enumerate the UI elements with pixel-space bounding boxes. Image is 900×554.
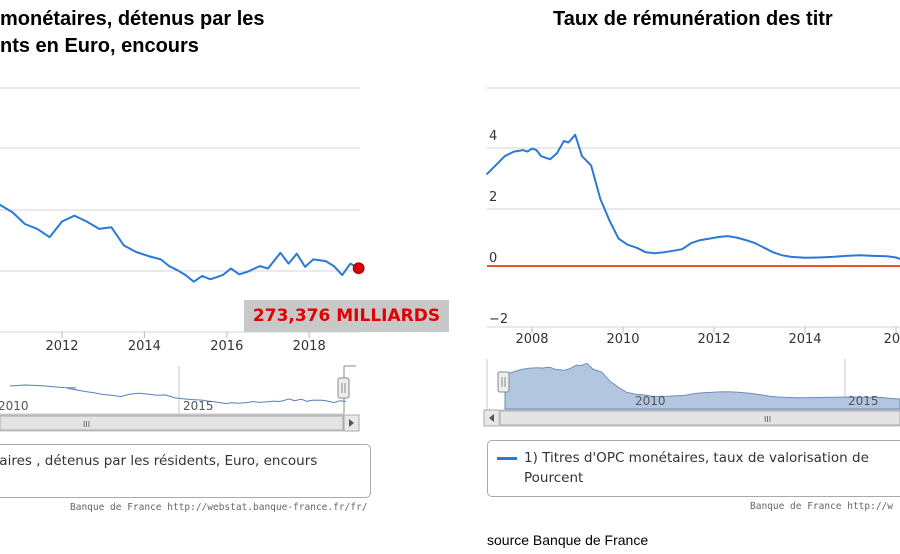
right-chart-x-ticks: 2008 2010 2012 2014 201 [515, 327, 900, 347]
left-chart-x-ticks: 2012 2014 2016 2018 [45, 332, 326, 354]
right-x-tick-label: 2014 [788, 332, 821, 347]
right-scrollbar[interactable]: III [483, 409, 900, 427]
left-scrollbar-thumb-grip: III [83, 420, 90, 429]
arrow-right-icon [349, 419, 354, 427]
left-chart-gridlines [0, 87, 360, 333]
right-navigator-handle[interactable] [497, 371, 510, 393]
arrow-left-icon [489, 414, 494, 422]
left-navigator-handle[interactable] [337, 377, 350, 399]
left-navigator-tick: 2015 [183, 399, 214, 413]
left-chart-title-line2: nts en Euro, encours [0, 35, 199, 57]
right-navigator-tick: 2010 [635, 394, 666, 408]
right-legend-unit: Pourcent [524, 470, 584, 486]
right-chart-legend[interactable] [487, 440, 900, 497]
right-scrollbar-thumb[interactable] [499, 410, 900, 426]
left-x-tick-label: 2012 [45, 339, 78, 354]
left-chart-title-line1: monétaires, détenus par les [0, 8, 265, 30]
left-navigator-series [9, 384, 347, 405]
left-x-tick-label: 2014 [128, 339, 161, 354]
right-chart-credit[interactable]: Banque de France http://w [750, 501, 893, 512]
right-chart-gridlines [487, 87, 900, 328]
right-y-tick-label: 2 [489, 190, 497, 205]
left-legend-label[interactable]: taires , détenus par les résidents, Euro… [0, 453, 318, 469]
right-chart-title: Taux de rémunération des titr [553, 8, 833, 30]
right-x-tick-label: 2012 [697, 332, 730, 347]
left-chart-plot [0, 203, 365, 283]
right-y-tick-label: 4 [489, 129, 497, 144]
right-series-line [485, 133, 900, 260]
right-x-tick-label: 2008 [515, 332, 548, 347]
left-scrollbar[interactable]: III [0, 414, 360, 432]
right-scrollbar-thumb-grip: III [764, 415, 771, 424]
last-value-callout: 273,376 MILLIARDS [244, 300, 449, 332]
right-y-tick-label: −2 [489, 312, 508, 327]
left-navigator-tick: 2010 [0, 399, 29, 413]
right-x-tick-label: 201 [884, 332, 900, 347]
left-chart-credit[interactable]: Banque de France http://webstat.banque-f… [70, 502, 368, 513]
right-legend-series-marker [497, 457, 517, 460]
right-navigator-tick: 2015 [848, 394, 879, 408]
right-navigator[interactable]: 2010 2015 [486, 359, 900, 411]
right-navigator-series [504, 362, 900, 410]
right-y-tick-label: 0 [489, 251, 497, 266]
left-scrollbar-thumb[interactable] [0, 415, 344, 431]
left-x-tick-label: 2018 [293, 339, 326, 354]
right-legend-label[interactable]: 1) Titres d'OPC monétaires, taux de valo… [524, 450, 869, 466]
right-chart-y-ticks: 4 2 0 −2 [489, 129, 508, 327]
left-chart-legend[interactable] [0, 444, 371, 498]
right-chart-plot [485, 133, 900, 267]
left-last-point [352, 262, 365, 275]
left-series-line [0, 203, 360, 283]
right-x-tick-label: 2010 [606, 332, 639, 347]
source-note: source Banque de France [487, 532, 649, 548]
left-x-tick-label: 2016 [210, 339, 243, 354]
left-navigator[interactable]: 2010 2015 [0, 365, 356, 415]
